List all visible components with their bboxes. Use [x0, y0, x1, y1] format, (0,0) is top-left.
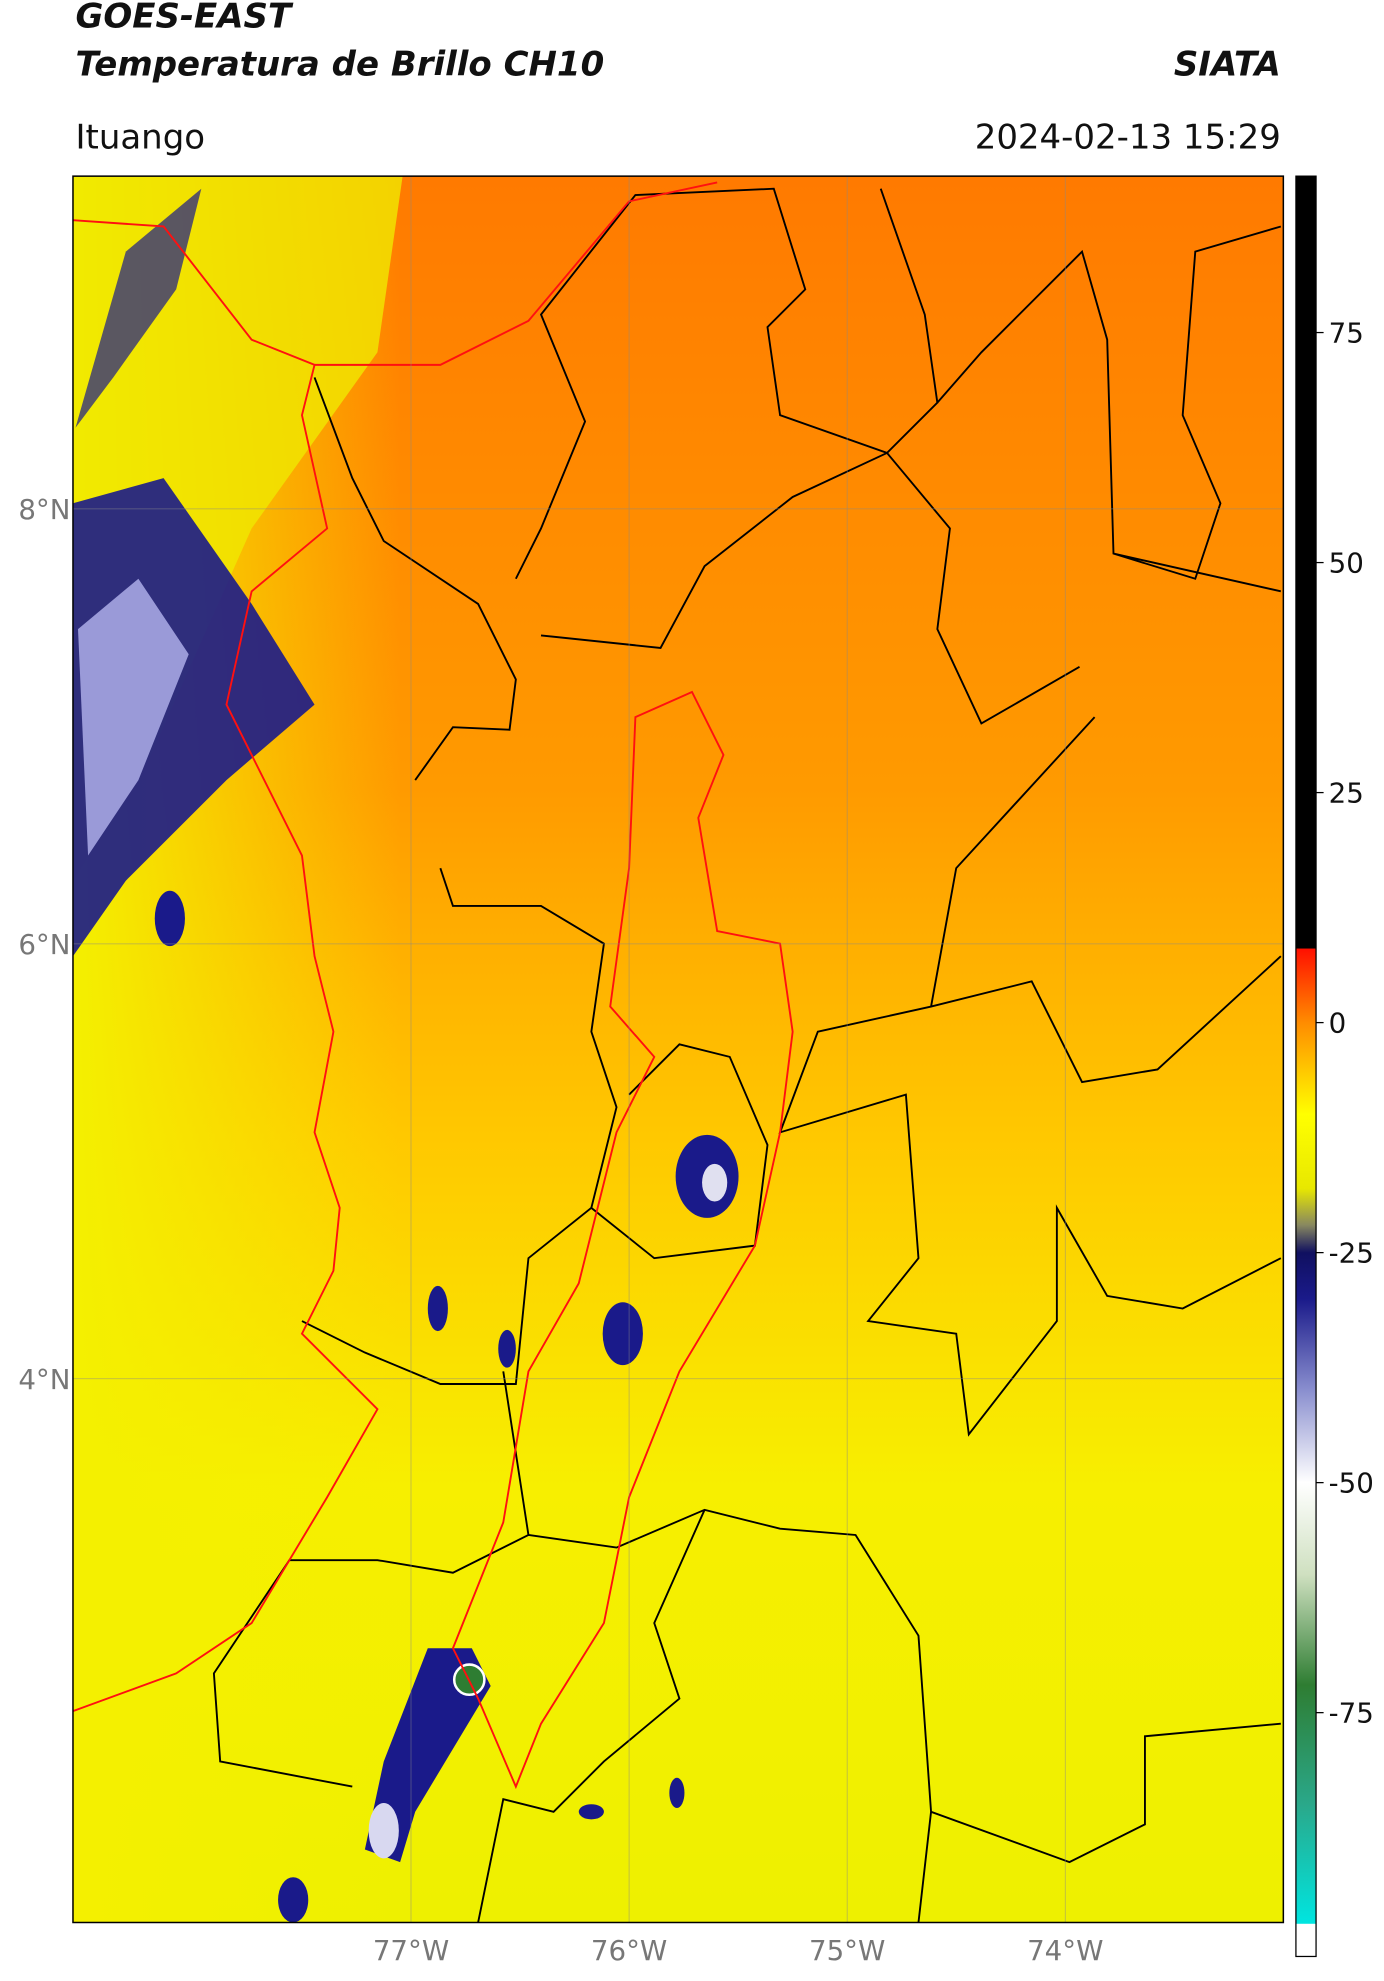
basin-outline	[451, 690, 794, 1790]
border-line	[212, 1371, 1281, 1923]
x-tick-label: 77°W	[373, 1934, 449, 1967]
x-tick-label: 76°W	[591, 1934, 667, 1967]
source: SIATA	[1174, 44, 1281, 84]
border-line	[886, 225, 1282, 725]
coastline	[72, 219, 379, 1713]
border-line	[778, 716, 1282, 1437]
colorbar-tick-label: 50	[1329, 547, 1364, 580]
x-tick-label: 74°W	[1027, 1934, 1103, 1967]
cloud	[278, 1877, 309, 1923]
map-frame	[72, 175, 1285, 1924]
colorbar-tick-label: 75	[1329, 317, 1364, 350]
y-tick-label: 6°N	[18, 928, 70, 961]
colorbar-tick-label: -75	[1329, 1697, 1374, 1730]
borders	[212, 187, 1282, 1923]
cloud	[364, 1648, 491, 1863]
cloud	[669, 1777, 685, 1809]
colorbar-tick-label: -50	[1329, 1467, 1374, 1500]
colorbar-fill	[1295, 175, 1317, 1958]
cloud	[75, 188, 202, 428]
colorbar-tick-label: 0	[1329, 1007, 1347, 1040]
cloud	[427, 1285, 448, 1332]
title: GOES-EAST	[75, 0, 293, 37]
map-image	[72, 176, 1284, 1923]
cloud-core	[702, 1163, 728, 1202]
cloud	[498, 1329, 516, 1368]
y-tick-label: 8°N	[18, 493, 70, 526]
cloud-core	[78, 578, 189, 856]
y-tick-label: 4°N	[18, 1363, 70, 1396]
cloud	[154, 890, 185, 947]
cloud	[602, 1302, 643, 1366]
cloud-core	[368, 1802, 399, 1859]
colorbar-tick-label: -25	[1329, 1237, 1374, 1270]
graticule	[72, 176, 1284, 1923]
coastline	[314, 181, 718, 366]
red-borders	[72, 181, 794, 1790]
cloud	[578, 1804, 604, 1820]
datetime: 2024-02-13 15:29	[975, 117, 1281, 157]
x-tick-label: 75°W	[809, 1934, 885, 1967]
colorbar-tick-label: 25	[1329, 777, 1364, 810]
colorbar: 75 50 25 0 -25 -50 -75	[1295, 175, 1374, 1958]
location: Ituango	[75, 117, 205, 157]
subtitle: Temperatura de Brillo CH10	[75, 44, 604, 84]
